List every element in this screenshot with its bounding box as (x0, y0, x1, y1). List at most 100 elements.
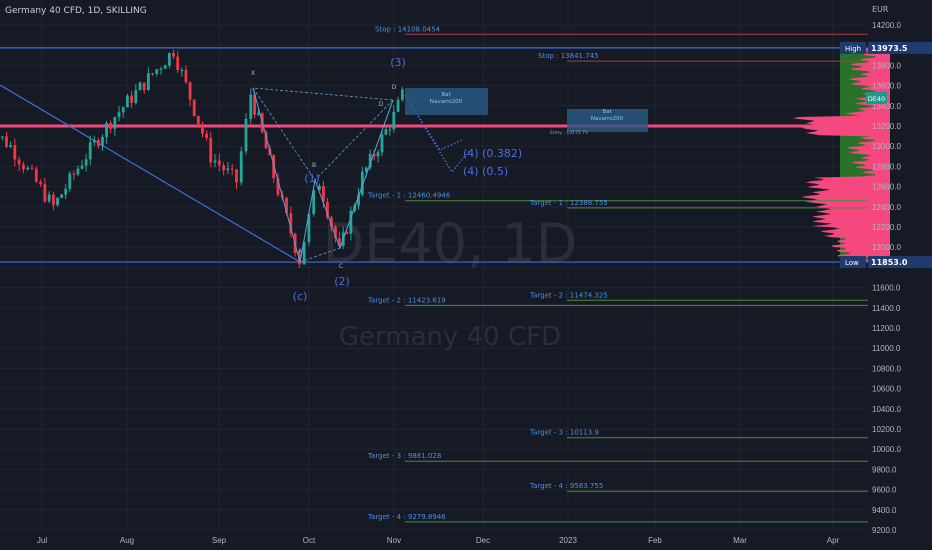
wave-label: (1) (304, 172, 320, 185)
bat-pattern-box (567, 109, 648, 132)
symbol-badge-label: DE40 (868, 95, 885, 103)
price-tick: 13400.0 (872, 102, 901, 111)
candle-body (244, 118, 248, 152)
candle-body (396, 99, 400, 112)
candle-body (376, 152, 380, 157)
price-tick: 10600.0 (872, 385, 901, 394)
time-tick: Jul (37, 536, 47, 545)
watermark-name: Germany 40 CFD (339, 322, 561, 352)
price-tick: 11200.0 (872, 324, 901, 333)
candle-body (318, 186, 321, 191)
watermark-symbol: DE40, 1D (323, 212, 578, 275)
candle-body (117, 112, 121, 118)
price-axis[interactable]: Jul Aug Sep Oct Nov Dec 2023 Feb Mar Apr 14200.0 13… (37, 5, 932, 545)
price-tick: 9600.0 (872, 486, 897, 495)
candle-body (13, 145, 17, 160)
low-price-badge (868, 256, 932, 269)
candle-body (80, 165, 84, 169)
candle-body (235, 169, 238, 183)
pattern-point-label: A (298, 248, 303, 255)
candles (0, 49, 404, 268)
annotation-labels: Stop : 14108.0454 Stop : 13841.745 Target … (251, 25, 624, 521)
candle-body (322, 186, 325, 202)
candle-body (230, 168, 234, 170)
stop-label: Stop : 13841.745 (538, 52, 599, 60)
low-tag (840, 256, 866, 269)
candle-body (47, 194, 51, 202)
time-tick: Dec (476, 536, 490, 545)
ac-dashed (252, 87, 394, 263)
symbol-badge (866, 92, 887, 104)
target-label: Target - 2 : 11474.325 (529, 291, 608, 299)
price-tick: 11400.0 (872, 304, 901, 313)
candle-body (334, 226, 337, 239)
price-tick: 12400.0 (872, 203, 901, 212)
high-price-value: 13973.5 (871, 44, 908, 53)
price-tick: 9400.0 (872, 506, 897, 515)
currency-label: EUR (872, 5, 889, 14)
levels (0, 33, 868, 523)
candle-body (213, 160, 217, 163)
trend-line (0, 84, 301, 263)
price-tick: 13200.0 (872, 122, 901, 131)
pattern-title: Bat (602, 109, 612, 115)
candle-body (209, 137, 213, 163)
candle-body (388, 129, 392, 131)
candle-body (163, 65, 167, 69)
candle-body (276, 178, 280, 195)
price-tick: 9800.0 (872, 465, 897, 474)
candle-body (101, 137, 104, 146)
price-tick: 10800.0 (872, 364, 901, 373)
candle-body (257, 113, 260, 115)
candle-body (39, 181, 42, 185)
candle-body (142, 82, 146, 91)
candle-body (130, 95, 134, 103)
time-tick: Mar (733, 536, 747, 545)
candle-body (307, 214, 311, 242)
pattern-point-label: X (251, 70, 255, 77)
candle-body (217, 160, 221, 166)
price-tick: 13600.0 (872, 82, 901, 91)
candle-body (253, 94, 256, 115)
price-tick: 12800.0 (872, 162, 901, 171)
candle-body (159, 68, 163, 70)
price-tick: 10000.0 (872, 445, 901, 454)
price-tick: 11000.0 (872, 344, 901, 353)
low-tag-label: Low (845, 259, 859, 267)
high-price-badge (868, 41, 932, 54)
price-tick: 13800.0 (872, 61, 901, 70)
candle-body (368, 153, 372, 168)
stop-label: Stop : 14108.0454 (375, 25, 441, 33)
candle-body (222, 165, 226, 171)
candle-body (60, 194, 64, 198)
candle-body (121, 107, 125, 113)
candle-body (349, 210, 353, 234)
pattern-author: Navarro200 (430, 99, 463, 105)
pattern-point-label: D (379, 101, 384, 108)
candle-body (134, 90, 138, 103)
candle-body (76, 168, 80, 175)
wave-label: (3) (390, 56, 406, 69)
candle-body (105, 122, 108, 138)
candle-body (146, 73, 150, 91)
low-price-value: 11853.0 (871, 258, 908, 267)
pattern-author: Navarro200 (591, 116, 624, 122)
candle-body (43, 184, 47, 202)
candle-body (17, 159, 21, 165)
time-tick: Oct (303, 536, 316, 545)
time-tick: Sep (212, 536, 227, 545)
target-label: Target - 2 : 11423.619 (367, 296, 446, 304)
candle-body (176, 56, 180, 70)
pattern-title: Bat (441, 92, 451, 98)
candle-body (5, 136, 8, 147)
candle-body (72, 173, 76, 175)
candle-body (180, 69, 184, 71)
time-tick: Apr (827, 536, 840, 545)
price-tick: 14200.0 (872, 21, 901, 30)
xb-bd-dashed (252, 87, 394, 181)
candle-body (113, 117, 117, 129)
candle-body (52, 194, 55, 206)
candle-body (264, 132, 268, 149)
candle-body (285, 197, 288, 214)
